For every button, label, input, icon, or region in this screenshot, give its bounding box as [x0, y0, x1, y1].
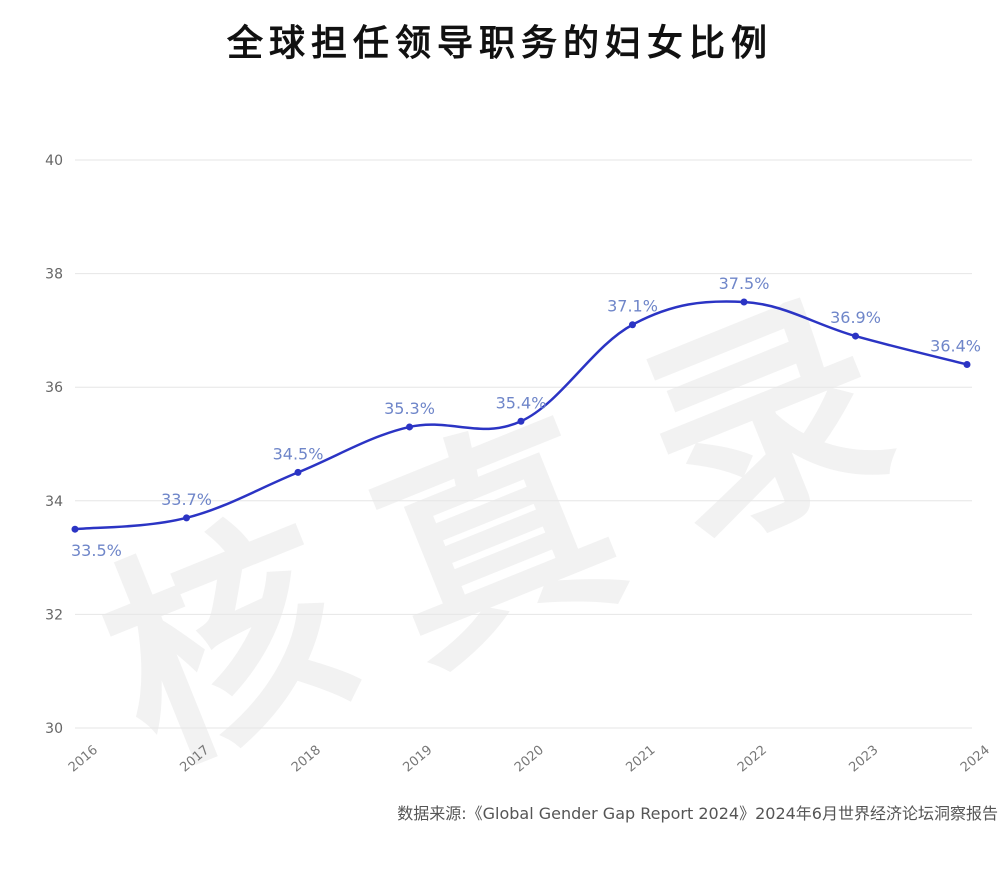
y-tick-label: 40 — [45, 153, 63, 169]
x-tick-label: 2016 — [66, 743, 101, 776]
y-tick-label: 30 — [45, 721, 63, 737]
data-point — [740, 298, 748, 306]
data-point — [963, 360, 971, 368]
source-note: 数据来源:《Global Gender Gap Report 2024》2024… — [397, 804, 998, 823]
data-point — [294, 468, 302, 476]
x-tick-label: 2021 — [623, 743, 658, 776]
y-tick-label: 36 — [45, 380, 63, 396]
x-tick-label: 2019 — [400, 743, 435, 776]
data-label: 37.5% — [719, 274, 770, 293]
y-tick-label: 32 — [45, 607, 63, 623]
data-point — [517, 417, 525, 425]
x-tick-label: 2023 — [846, 743, 881, 776]
data-points — [71, 298, 971, 533]
gridlines — [75, 159, 972, 729]
data-label: 36.4% — [930, 336, 981, 355]
y-axis-ticks: 30 32 34 36 38 40 — [45, 153, 63, 737]
data-point — [629, 321, 636, 329]
data-point — [852, 332, 859, 340]
data-label: 34.5% — [273, 444, 324, 463]
data-label: 36.9% — [830, 308, 881, 327]
x-tick-label: 2024 — [958, 743, 993, 776]
data-label: 33.5% — [71, 541, 122, 560]
x-tick-label: 2022 — [735, 743, 770, 776]
chart-title: 全球担任领导职务的妇女比例 — [226, 22, 773, 64]
y-tick-label: 34 — [45, 494, 63, 510]
x-tick-label: 2020 — [512, 743, 547, 776]
data-point — [183, 514, 190, 522]
data-point — [71, 525, 79, 533]
watermark-char: 核 — [69, 474, 383, 811]
data-point — [406, 423, 413, 431]
watermark-char: 真 — [339, 374, 653, 711]
data-label: 35.4% — [496, 393, 547, 412]
data-label: 35.3% — [384, 399, 435, 418]
data-label: 37.1% — [607, 297, 658, 316]
y-tick-label: 38 — [45, 267, 63, 283]
data-labels: 33.5% 33.7% 34.5% 35.3% 35.4% 37.1% 37.5% 36.9%… — [71, 274, 981, 560]
data-label: 33.7% — [161, 490, 212, 509]
